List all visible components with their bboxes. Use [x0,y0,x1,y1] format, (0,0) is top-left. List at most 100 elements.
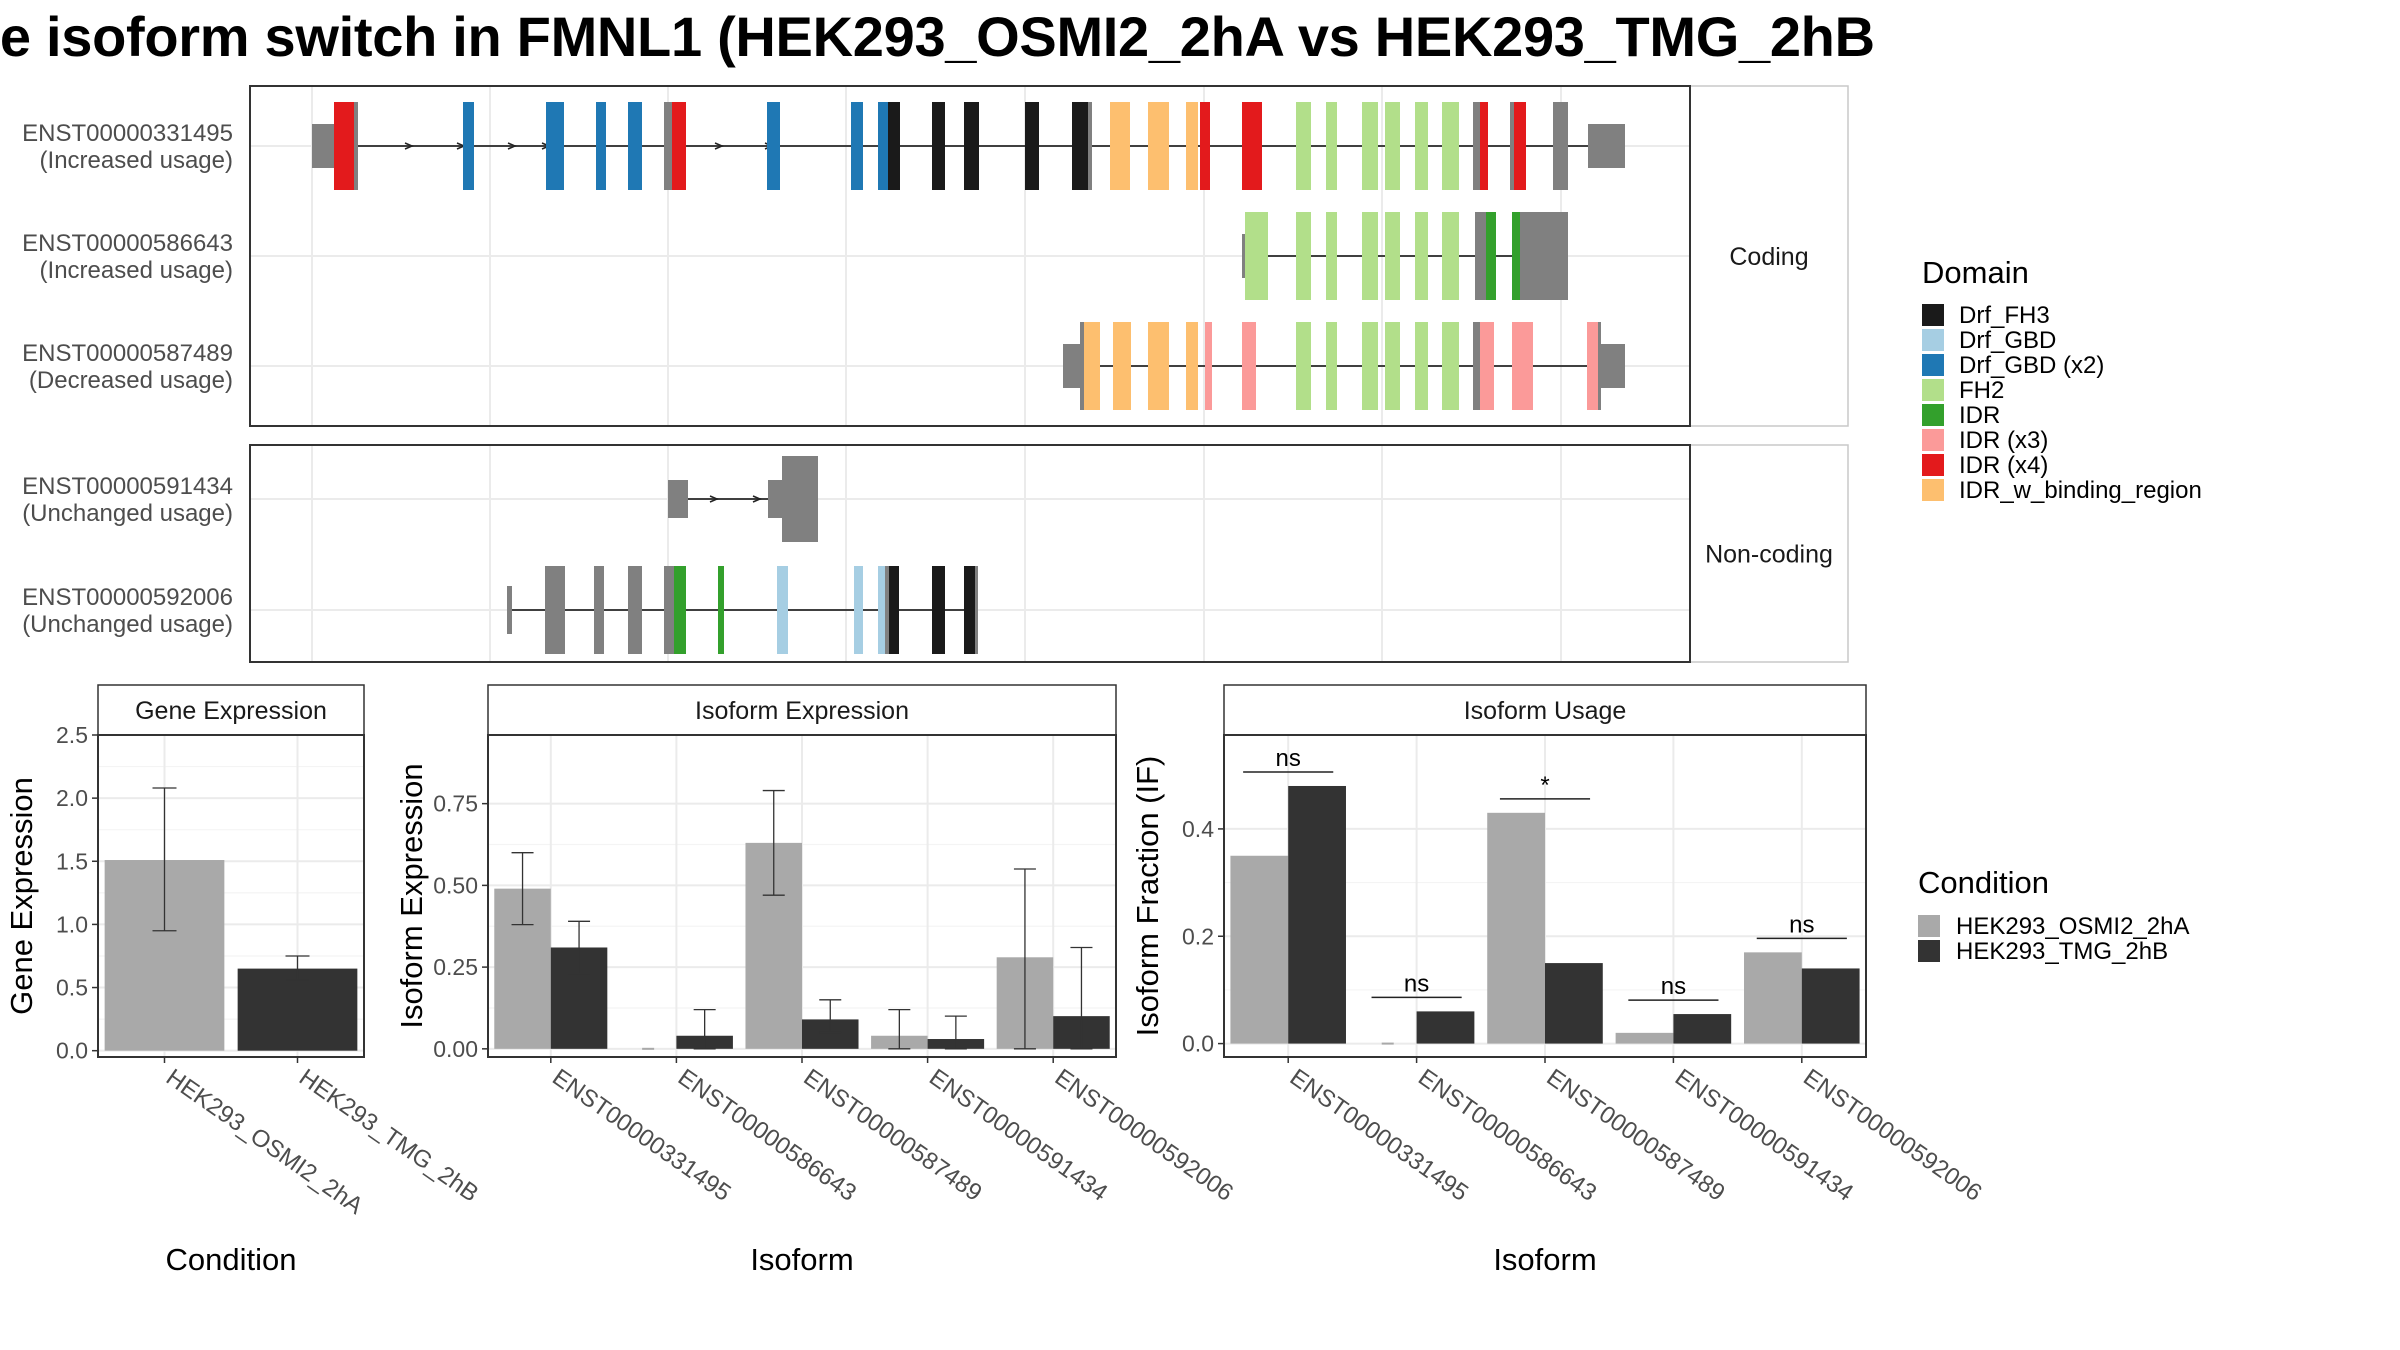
exon-block [628,566,642,654]
significance-label: ns [1404,970,1429,997]
significance-label: ns [1276,745,1301,772]
domain-legend-label: Drf_GBD (x2) [1959,352,2104,379]
domain-exon-block [1385,212,1400,300]
domain-exon-block [628,102,642,190]
bar [1801,968,1860,1044]
plot-title: he isoform switch in FMNL1 (HEK293_OSMI2… [0,4,2400,84]
domain-exon-block [1442,322,1459,410]
domain-exon-block [1205,322,1212,410]
utr-exon [507,586,512,634]
y-tick-label: 0.4 [1182,816,1214,842]
facet-strip-label: Coding [1729,243,1808,271]
domain-exon-block [1512,102,1526,190]
condition-legend-key [1918,940,1940,962]
y-tick-label: 1.5 [56,848,88,874]
strand-arrow [507,142,517,150]
domain-exon-block [1442,102,1459,190]
domain-exon-block [767,102,780,190]
chart-title: Isoform Expression [695,697,909,725]
noncoding-exon [668,480,688,518]
significance-label: * [1540,772,1549,799]
bar [1545,963,1603,1044]
exon-block [1473,102,1480,190]
domain-legend-key [1922,304,1944,326]
isoform-structure-panel: CodingNon-codingENST00000331495(Increase… [22,85,1849,663]
isoform-track [507,566,978,654]
isoform-track [1242,212,1568,300]
domain-exon-block [1242,102,1262,190]
domain-exon-block [1512,322,1533,410]
chart-title: Isoform Usage [1464,697,1627,725]
exon-block [560,566,565,654]
domain-exon-block [546,102,564,190]
exon-block [1473,322,1480,410]
x-axis-title: Condition [166,1242,297,1277]
condition-legend-title: Condition [1918,865,2049,900]
bar [1673,1014,1732,1044]
domain-exon-block [1385,102,1400,190]
isoform-usage-label: (Unchanged usage) [22,500,233,527]
isoform-usage-label: (Decreased usage) [29,367,233,394]
domain-exon-block [1326,102,1337,190]
y-tick-label: 0.25 [433,954,478,980]
domain-legend-label: FH2 [1959,377,2004,404]
exon-block [664,102,672,190]
condition-legend-label: HEK293_TMG_2hB [1956,938,2168,965]
domain-exon-block [1113,322,1131,410]
chart-panel: Isoform Usage0.00.20.4nsns*nsnsENST00000… [1130,684,1987,1277]
domain-exon-block [596,102,606,190]
isoform-id-label: ENST00000592006 [22,584,233,611]
domain-exon-block [1110,102,1130,190]
domain-exon-block [1512,212,1520,300]
utr-exon [312,124,334,168]
domain-exon-block [1072,102,1088,190]
bar [1615,1032,1674,1044]
domain-legend-key [1922,454,1944,476]
domain-exon-block [1296,212,1311,300]
domain-exon-block [777,566,788,654]
isoform-track [1063,322,1625,410]
y-tick-label: 0.50 [433,872,478,898]
bar [237,968,358,1051]
bar [1416,1011,1475,1044]
domain-exon-block [1385,322,1400,410]
domain-exon-block [1326,212,1337,300]
domain-legend-key [1922,404,1944,426]
condition-legend-key [1918,915,1940,937]
significance-label: ns [1789,911,1814,938]
significance-label: ns [1661,973,1686,1000]
plot-title-text: he isoform switch in FMNL1 (HEK293_OSMI2… [0,5,1875,68]
isoform-usage-label: (Increased usage) [40,257,233,284]
y-tick-label: 0.0 [1182,1031,1214,1057]
domain-legend-label: Drf_FH3 [1959,302,2050,329]
exon-block [594,566,604,654]
domain-exon-block [1362,212,1378,300]
domain-exon-block [1200,102,1210,190]
domain-exon-block [1186,322,1198,410]
utr-exon [1588,124,1625,168]
domain-exon-block [888,566,899,654]
exon-block [354,102,358,190]
chart-strip [487,684,1117,736]
domain-exon-block [463,102,474,190]
utr-exon [1242,234,1245,278]
y-tick-label: 0.0 [56,1038,88,1064]
domain-exon-block [1296,102,1311,190]
domain-exon-block [1148,102,1169,190]
facet-strip [1689,85,1849,427]
noncoding-exon [782,456,818,542]
exon-block [556,566,562,654]
domain-exon-block [1362,102,1378,190]
chart-border [97,734,365,1058]
y-tick-label: 2.0 [56,785,88,811]
domain-exon-block [1476,322,1494,410]
domain-exon-block [1148,322,1169,410]
domain-legend-key [1922,354,1944,376]
isoform-track [312,102,1625,190]
domain-legend-key [1922,479,1944,501]
isoform-track [668,456,818,542]
domain-exon-block [932,566,945,654]
bar [1487,812,1545,1044]
